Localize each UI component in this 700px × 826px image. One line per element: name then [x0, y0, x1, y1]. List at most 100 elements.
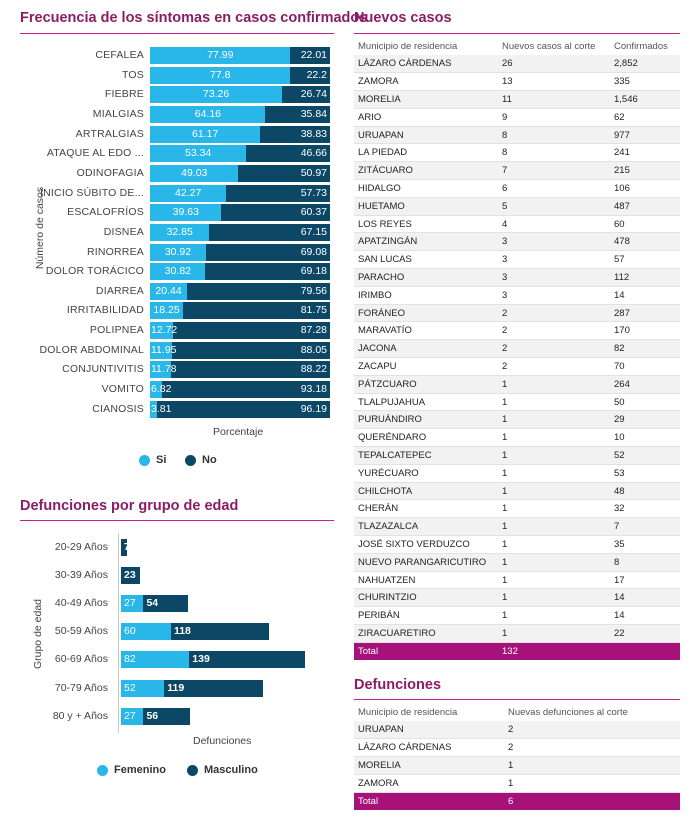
age-label-30-39-anos: 30-39 Años	[54, 569, 108, 582]
category-label-odinofagia: ODINOFAGIA	[76, 166, 144, 179]
table-cell: IRIMBO	[354, 286, 498, 305]
table-cell: 170	[610, 321, 680, 341]
category-label-inicio-subito-de: INICIO SÚBITO DE...	[40, 186, 144, 199]
value-label-si-escalofrios: 39.63	[172, 206, 199, 219]
bar-no-conjuntivitis	[171, 361, 330, 379]
table-row: NAHUATZEN 1 17	[354, 571, 680, 590]
table-cell: LA PIEDAD	[354, 143, 498, 163]
table-row: LÁZARO CÁRDENAS 26 2,852	[354, 55, 680, 74]
value-label-si-ataque-al-edo: 53.34	[185, 147, 212, 160]
legend-masculino-label: Masculino	[204, 764, 258, 776]
table-cell: 17	[610, 571, 680, 590]
table-cell: 26	[498, 55, 610, 74]
value-label-femenino-60-69-anos: 82	[124, 653, 136, 666]
value-label-no-vomito: 93.18	[300, 383, 327, 396]
bar-no-diarrea	[186, 282, 330, 300]
value-label-masculino-70-79-anos: 119	[167, 681, 185, 694]
bar-no-odinofagia	[238, 164, 330, 182]
bar-no-escalofrios	[221, 204, 330, 222]
col-header-municipio-deaths: Municipio de residencia	[354, 703, 504, 721]
table-cell: 22	[610, 624, 680, 643]
bar-femenino-70-79-anos	[121, 679, 165, 697]
table-row: CHURINTZIO 1 14	[354, 588, 680, 608]
bar-masculino-20-29-anos	[121, 539, 127, 556]
category-label-disnea: DISNEA	[103, 225, 144, 238]
category-label-rinorrea: RINORREA	[86, 245, 144, 258]
table-row: MORELIA 1	[354, 756, 680, 775]
table-cell: ZITÁCUARO	[354, 161, 498, 181]
bar-masculino-50-59-anos	[170, 623, 270, 641]
category-label-dolor-toracico: DOLOR TORÁCICO	[45, 265, 144, 278]
bar-no-dolor-toracico	[205, 263, 330, 281]
category-label-conjuntivitis: CONJUNTIVITIS	[62, 363, 144, 376]
bar-si-cefalea	[150, 47, 291, 64]
table-cell: 62	[610, 108, 680, 127]
new-cases-title: Nuevos casos	[354, 10, 452, 26]
table-cell: 60	[610, 215, 680, 234]
bar-no-polipnea	[172, 322, 330, 340]
table-row: PURUÁNDIRO 1 29	[354, 410, 680, 430]
table-cell: 1	[498, 410, 610, 430]
table-cell: 7	[610, 517, 680, 537]
bar-si-polipnea	[150, 322, 173, 340]
bar-no-artralgias	[260, 125, 330, 143]
table-row: YURÉCUARO 1 53	[354, 464, 680, 483]
age-x-axis-title: Defunciones	[193, 735, 252, 747]
bar-si-dolor-toracico	[150, 263, 206, 281]
value-label-si-artralgias: 61.17	[192, 127, 219, 140]
table-cell: JACONA	[354, 339, 498, 359]
table-row: PARACHO 3 112	[354, 268, 680, 287]
table-cell: FORÁNEO	[354, 304, 498, 323]
table-cell: 1	[498, 535, 610, 554]
age-y-axis-title: Grupo de edad	[32, 598, 44, 670]
bar-si-irritabilidad	[150, 302, 183, 320]
value-label-si-rinorrea: 30.92	[164, 245, 192, 258]
legend-femenino-label: Femenino	[114, 764, 166, 776]
bar-no-disnea	[209, 223, 330, 241]
table-cell: 14	[610, 588, 680, 608]
table-cell: CHILCHOTA	[354, 482, 498, 501]
value-label-masculino-50-59-anos: 118	[173, 625, 191, 638]
table-cell: PÁTZCUARO	[354, 375, 498, 394]
table-row: JACONA 2 82	[354, 339, 680, 359]
bar-si-ataque-al-edo	[150, 145, 246, 163]
value-label-no-rinorrea: 69.08	[300, 245, 327, 258]
table-cell: URUAPAN	[354, 126, 498, 145]
table-cell: 112	[610, 268, 680, 287]
table-cell: 52	[610, 446, 680, 465]
table-cell: ARIO	[354, 108, 498, 127]
value-label-masculino-80-y-anos: 56	[146, 709, 159, 722]
bar-si-cianosis	[150, 400, 157, 418]
col-header-municipio: Municipio de residencia	[354, 37, 498, 55]
bar-masculino-60-69-anos	[189, 651, 305, 669]
value-label-si-odinofagia: 49.03	[181, 166, 208, 179]
table-row: LÁZARO CÁRDENAS 2	[354, 738, 680, 758]
legend-no-swatch	[185, 455, 196, 466]
bar-si-artralgias	[150, 125, 261, 143]
bar-masculino-40-49-anos	[143, 595, 189, 613]
table-cell: 1	[498, 499, 610, 519]
bar-si-escalofrios	[150, 204, 222, 222]
table-cell: PARACHO	[354, 268, 498, 287]
table-cell: 2	[498, 304, 610, 323]
table-cell: 29	[610, 410, 680, 430]
legend-masculino-swatch	[187, 765, 198, 776]
value-label-femenino-40-49-anos: 27	[124, 597, 136, 610]
table-row: LA PIEDAD 8 241	[354, 143, 680, 163]
bar-masculino-30-39-anos	[121, 567, 141, 585]
table-cell: 2	[504, 721, 680, 740]
value-label-no-conjuntivitis: 88.22	[300, 363, 327, 376]
value-label-masculino-40-49-anos: 54	[146, 597, 159, 610]
bar-masculino-70-79-anos	[164, 679, 264, 697]
value-label-femenino-80-y-anos: 27	[124, 709, 136, 722]
bar-no-inicio-subito-de	[226, 184, 330, 202]
category-label-dolor-abdominal: DOLOR ABDOMINAL	[39, 343, 144, 356]
table-cell: 14	[610, 606, 680, 625]
table-cell: 1	[498, 588, 610, 608]
table-cell: APATZINGÁN	[354, 232, 498, 252]
table-row: ZAMORA 13 335	[354, 72, 680, 92]
bar-no-ataque-al-edo	[246, 145, 330, 163]
table-cell: 1	[498, 375, 610, 394]
value-label-si-dolor-abdominal: 11.95	[151, 343, 177, 356]
table-cell: TLALPUJAHUA	[354, 393, 498, 412]
